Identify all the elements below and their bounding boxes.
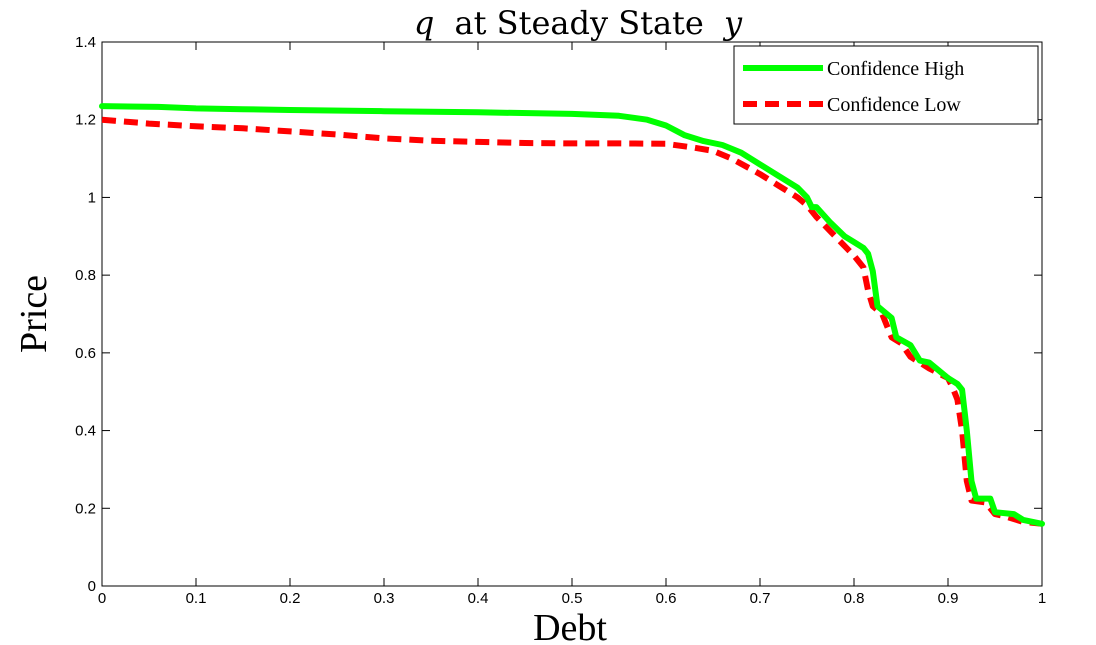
title-middle: at Steady State (455, 4, 704, 42)
legend-label-confidence-high: Confidence High (827, 58, 964, 80)
legend-box (733, 45, 1039, 125)
legend: Confidence High Confidence Low (733, 45, 1039, 125)
series-line-confidence-low (101, 116, 1043, 527)
series-layer (99, 103, 1045, 527)
y-tick-label: 0.6 (75, 345, 96, 362)
x-tick-label: 0.4 (468, 590, 489, 607)
x-tick-label: 0.3 (374, 590, 395, 607)
y-tick-label: 1 (88, 189, 96, 206)
x-tick-label: 0.9 (938, 590, 959, 607)
y-tick-label: 0 (88, 578, 96, 595)
x-tick-label: 0.5 (562, 590, 583, 607)
legend-label-confidence-low: Confidence Low (827, 94, 961, 116)
title-q: q (414, 4, 434, 42)
x-tick-label: 1 (1038, 590, 1046, 607)
x-tick-label: 0.1 (186, 590, 207, 607)
chart-title: q at Steady State y (414, 4, 743, 42)
y-tick-label: 0.4 (75, 423, 96, 440)
series-line-confidence-high (99, 103, 1045, 527)
y-tick-label: 0.2 (75, 500, 96, 517)
x-tick-label: 0 (98, 590, 106, 607)
y-tick-label: 0.8 (75, 267, 96, 284)
y-tick-label: 1.2 (75, 112, 96, 129)
x-axis-label: Debt (533, 607, 607, 645)
x-tick-label: 0.2 (280, 590, 301, 607)
y-tick-label: 1.4 (75, 34, 96, 51)
y-axis-label: Price (13, 275, 55, 353)
x-tick-label: 0.7 (750, 590, 771, 607)
x-tick-label: 0.8 (844, 590, 865, 607)
title-y: y (722, 4, 743, 42)
x-tick-label: 0.6 (656, 590, 677, 607)
tick-labels: 0 0.1 0.2 0.3 0.4 0.5 0.6 0.7 0.8 0.9 1 0 0.2 0.4 0.6 0… (75, 34, 1046, 607)
